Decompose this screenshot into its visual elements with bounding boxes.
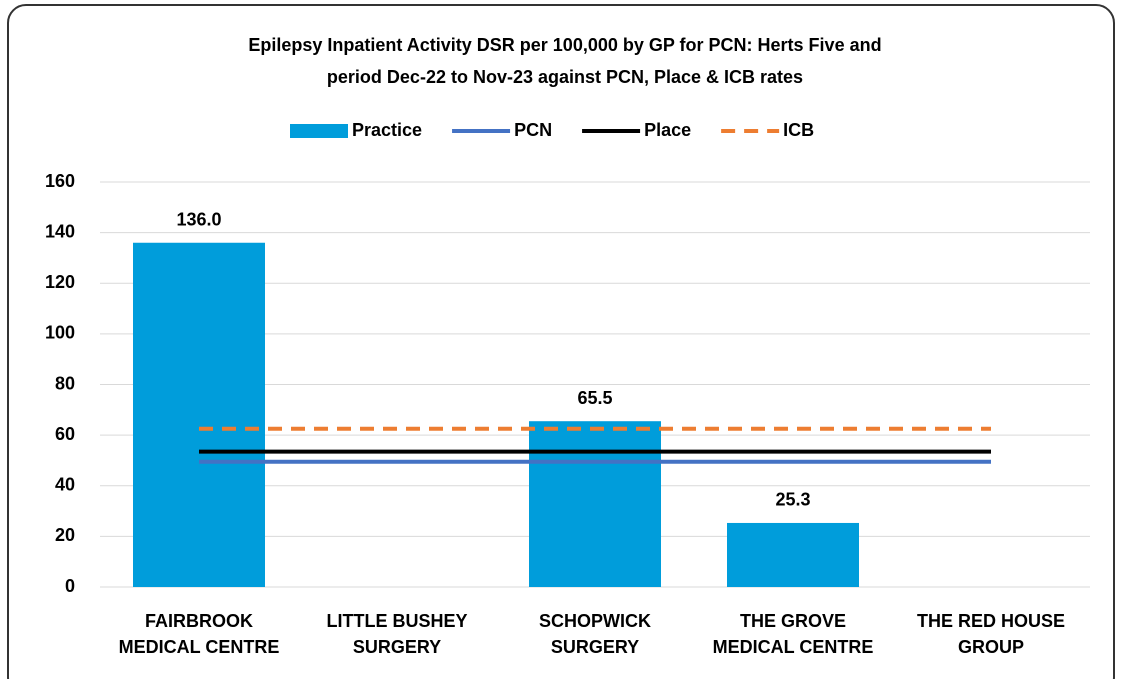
y-tick-label: 120 bbox=[45, 272, 75, 292]
x-tick-label: THE RED HOUSE GROUP bbox=[916, 611, 1066, 657]
data-label: 65.5 bbox=[577, 388, 612, 408]
x-tick-label: FAIRBROOK MEDICAL CENTRE bbox=[118, 611, 280, 657]
data-label: 136.0 bbox=[176, 210, 221, 230]
legend-label: Place bbox=[644, 120, 691, 140]
data-label: 25.3 bbox=[775, 490, 810, 510]
chart-frame bbox=[7, 4, 1115, 679]
legend-label: PCN bbox=[514, 120, 552, 140]
y-tick-label: 0 bbox=[65, 576, 75, 596]
bar bbox=[727, 522, 859, 587]
bar bbox=[133, 242, 265, 587]
legend-label: Practice bbox=[352, 120, 422, 140]
y-tick-label: 100 bbox=[45, 323, 75, 343]
y-tick-label: 40 bbox=[55, 475, 75, 495]
chart-title: Epilepsy Inpatient Activity DSR per 100,… bbox=[248, 35, 881, 55]
legend-swatch bbox=[290, 124, 348, 138]
y-tick-label: 20 bbox=[55, 525, 75, 545]
y-tick-label: 60 bbox=[55, 424, 75, 444]
x-tick-label: SCHOPWICK SURGERY bbox=[539, 611, 651, 657]
bar bbox=[529, 421, 661, 587]
x-tick-label: THE GROVE MEDICAL CENTRE bbox=[712, 611, 874, 657]
y-tick-label: 140 bbox=[45, 221, 75, 241]
x-tick-label: LITTLE BUSHEY SURGERY bbox=[326, 611, 468, 657]
y-tick-label: 80 bbox=[55, 373, 75, 393]
chart-title: period Dec-22 to Nov-23 against PCN, Pla… bbox=[327, 67, 803, 87]
y-tick-label: 160 bbox=[45, 171, 75, 191]
legend-label: ICB bbox=[783, 120, 814, 140]
